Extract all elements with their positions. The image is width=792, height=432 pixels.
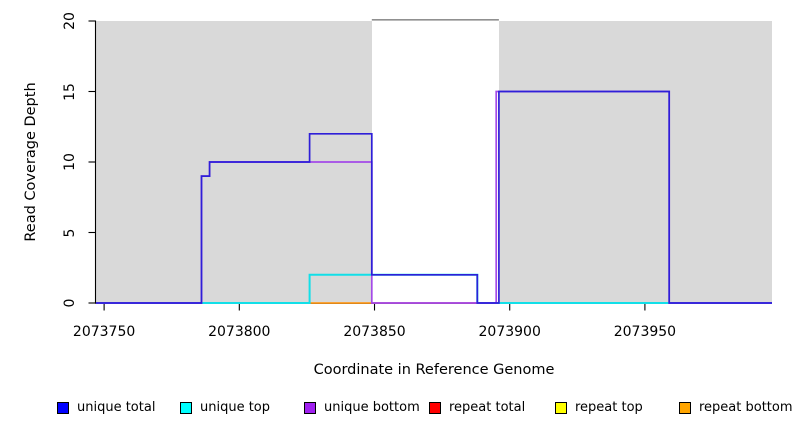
legend-item-unique-total: unique total (57, 400, 155, 415)
repeat-region-white-band (371, 21, 499, 303)
legend-item-unique-top: unique top (180, 400, 270, 415)
y-tick-label: 15 (62, 82, 78, 101)
legend-item-repeat-top: repeat top (555, 400, 643, 415)
x-tick-label: 2073850 (343, 324, 406, 340)
x-axis-title: Coordinate in Reference Genome (313, 362, 555, 378)
legend-label: unique bottom (324, 400, 420, 415)
y-tick-label: 10 (62, 153, 78, 171)
x-tick-label: 2073900 (478, 324, 541, 340)
x-tick-label: 2073950 (613, 324, 677, 340)
legend-label: repeat top (575, 400, 643, 415)
plot-background-right (498, 21, 772, 303)
legend-swatch-icon (180, 401, 192, 414)
series-line-unique-total (96, 90, 772, 304)
legend-swatch-icon (57, 401, 69, 414)
x-tick-label: 2073750 (72, 324, 136, 340)
legend-swatch-icon (555, 401, 567, 414)
legend-label: repeat total (449, 400, 526, 415)
y-tick-label: 5 (62, 228, 78, 237)
legend-item-repeat-total: repeat total (429, 400, 525, 415)
legend-item-repeat-bottom: repeat bottom (679, 400, 792, 415)
legend-item-unique-bottom: unique bottom (304, 400, 420, 415)
legend-label: unique top (200, 400, 271, 415)
legend-label: unique total (77, 400, 156, 415)
legend-label: repeat bottom (699, 400, 792, 415)
x-tick-label: 2073800 (208, 324, 271, 340)
y-tick-label: 0 (62, 298, 78, 308)
y-axis-title: Read Coverage Depth (23, 82, 39, 242)
legend-swatch-icon (429, 401, 441, 414)
legend-swatch-icon (304, 401, 316, 414)
legend-swatch-icon (679, 401, 691, 414)
y-tick-label: 20 (62, 12, 78, 30)
